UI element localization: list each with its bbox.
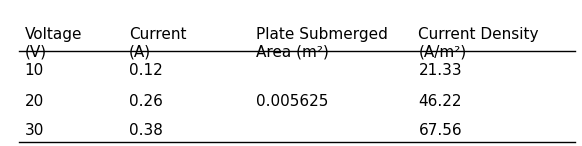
Text: 67.56: 67.56 — [418, 123, 462, 138]
Text: Plate Submerged
Area (m²): Plate Submerged Area (m²) — [256, 27, 388, 60]
Text: 10: 10 — [24, 63, 44, 78]
Text: 0.26: 0.26 — [129, 94, 163, 109]
Text: 30: 30 — [24, 123, 44, 138]
Text: 0.38: 0.38 — [129, 123, 163, 138]
Text: 46.22: 46.22 — [418, 94, 462, 109]
Text: Current Density
(A/m²): Current Density (A/m²) — [418, 27, 539, 60]
Text: 0.005625: 0.005625 — [256, 94, 329, 109]
Text: 21.33: 21.33 — [418, 63, 462, 78]
Text: 20: 20 — [24, 94, 44, 109]
Text: Current
(A): Current (A) — [129, 27, 186, 60]
Text: 0.12: 0.12 — [129, 63, 162, 78]
Text: Voltage
(V): Voltage (V) — [24, 27, 82, 60]
